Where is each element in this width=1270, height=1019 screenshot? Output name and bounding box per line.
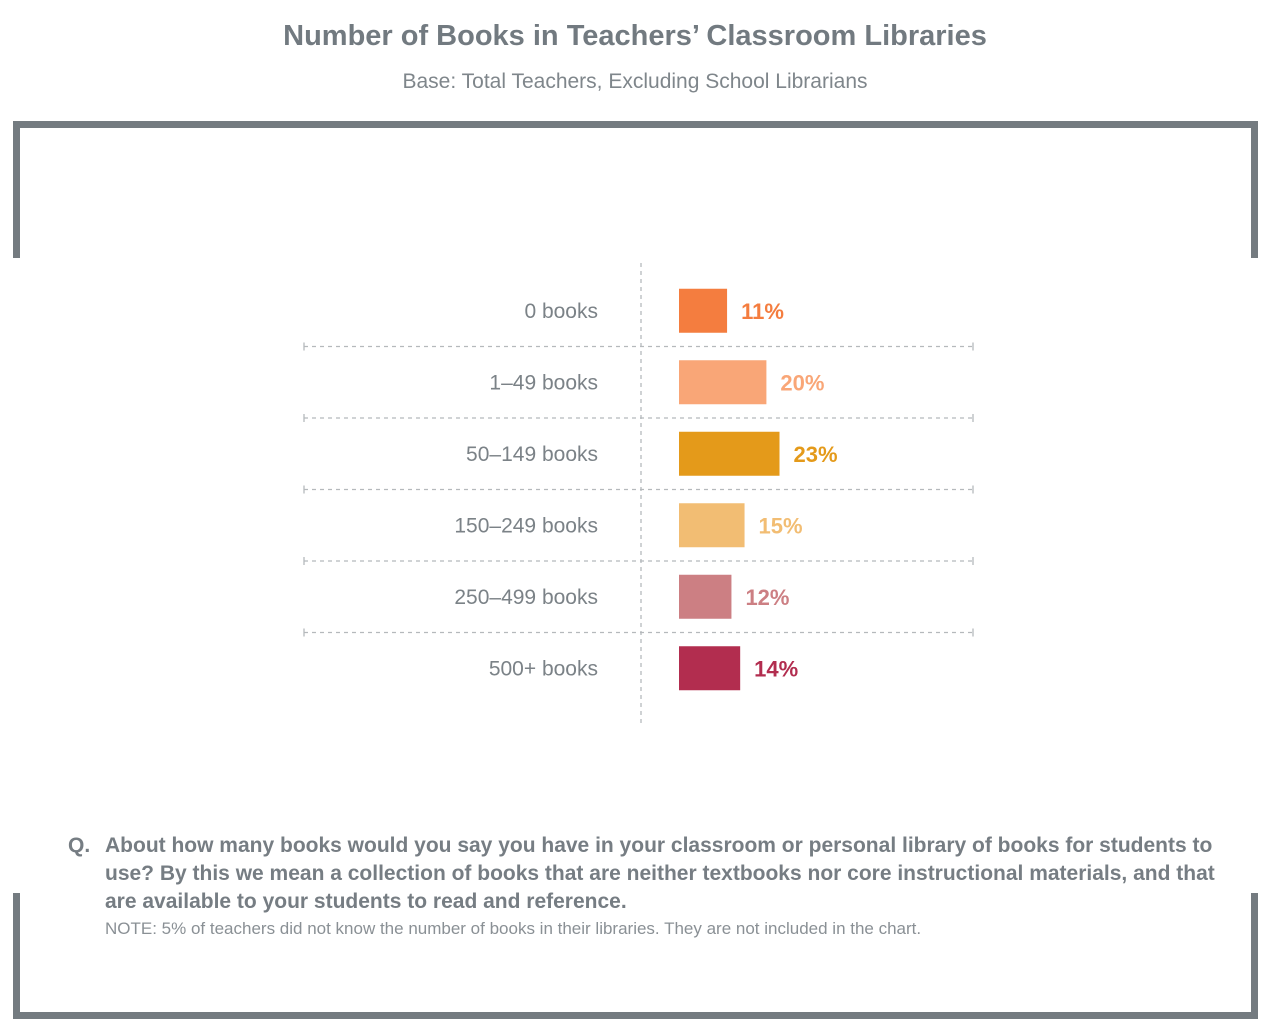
category-label: 150–249 books xyxy=(454,514,598,537)
category-label: 0 books xyxy=(524,300,598,323)
footnote: NOTE: 5% of teachers did not know the nu… xyxy=(105,919,922,938)
value-label: 20% xyxy=(780,370,824,395)
value-label: 23% xyxy=(794,442,838,467)
bar xyxy=(679,503,745,548)
frame-top-bracket xyxy=(13,121,1258,258)
bar xyxy=(679,360,767,405)
question-marker: Q. xyxy=(68,834,91,857)
category-label: 250–499 books xyxy=(454,586,598,609)
frame-bottom-bracket xyxy=(13,893,1258,1019)
question-text: About how many books would you say you h… xyxy=(105,834,1215,913)
bar xyxy=(679,574,732,619)
value-label: 12% xyxy=(745,585,789,610)
chart-title: Number of Books in Teachers’ Classroom L… xyxy=(283,20,987,52)
category-label: 500+ books xyxy=(489,657,598,680)
value-label: 14% xyxy=(754,656,798,681)
category-label: 1–49 books xyxy=(489,371,598,394)
bar xyxy=(679,646,741,691)
chart-subtitle: Base: Total Teachers, Excluding School L… xyxy=(402,70,868,93)
survey-question: Q. About how many books would you say yo… xyxy=(68,832,1218,916)
category-label: 50–149 books xyxy=(466,443,598,466)
value-label: 15% xyxy=(759,513,803,538)
bar xyxy=(679,288,728,333)
bar xyxy=(679,431,780,476)
value-label: 11% xyxy=(741,299,784,324)
